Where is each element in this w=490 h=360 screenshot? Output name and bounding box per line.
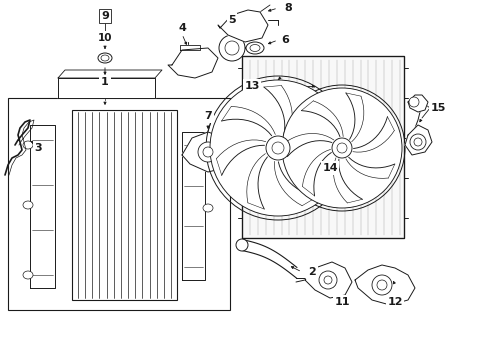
Text: 13: 13 — [245, 81, 260, 91]
Circle shape — [377, 280, 387, 290]
Text: 3: 3 — [34, 143, 42, 153]
Circle shape — [236, 239, 248, 251]
Text: 11: 11 — [334, 297, 350, 307]
Circle shape — [282, 88, 402, 208]
Ellipse shape — [101, 55, 109, 61]
Circle shape — [219, 35, 245, 61]
Circle shape — [266, 136, 290, 160]
Circle shape — [337, 143, 347, 153]
Text: 2: 2 — [308, 267, 316, 277]
Polygon shape — [30, 125, 55, 288]
Circle shape — [319, 271, 337, 289]
Ellipse shape — [98, 53, 112, 63]
Polygon shape — [58, 78, 155, 98]
Polygon shape — [168, 48, 218, 78]
Text: 14: 14 — [322, 163, 338, 173]
Text: 8: 8 — [284, 3, 292, 13]
Circle shape — [332, 138, 352, 158]
Ellipse shape — [203, 204, 213, 212]
Polygon shape — [182, 132, 232, 172]
Polygon shape — [218, 10, 268, 42]
Circle shape — [324, 276, 332, 284]
Polygon shape — [305, 262, 352, 298]
Text: 9: 9 — [101, 11, 109, 21]
Polygon shape — [58, 70, 162, 78]
Circle shape — [409, 97, 419, 107]
Text: 12: 12 — [387, 297, 403, 307]
Bar — [242, 56, 404, 238]
Polygon shape — [180, 45, 200, 50]
Polygon shape — [182, 132, 205, 280]
Circle shape — [225, 41, 239, 55]
Ellipse shape — [250, 45, 260, 51]
Text: 5: 5 — [228, 15, 236, 25]
Polygon shape — [408, 95, 428, 112]
Circle shape — [372, 275, 392, 295]
Bar — [242, 56, 404, 238]
Circle shape — [410, 134, 426, 150]
Circle shape — [198, 142, 218, 162]
Text: 7: 7 — [204, 111, 212, 121]
Text: 15: 15 — [430, 103, 446, 113]
Ellipse shape — [23, 141, 33, 149]
Text: 6: 6 — [281, 35, 289, 45]
Text: 1: 1 — [101, 77, 109, 87]
Ellipse shape — [23, 271, 33, 279]
Polygon shape — [355, 265, 415, 305]
Polygon shape — [405, 125, 432, 155]
Circle shape — [210, 80, 346, 216]
Circle shape — [414, 138, 422, 146]
Circle shape — [272, 142, 284, 154]
Text: 10: 10 — [98, 33, 112, 43]
Text: 4: 4 — [178, 23, 186, 33]
Ellipse shape — [246, 42, 264, 54]
Bar — [72, 110, 177, 300]
Circle shape — [203, 147, 213, 157]
Bar — [8, 98, 230, 310]
Ellipse shape — [23, 201, 33, 209]
